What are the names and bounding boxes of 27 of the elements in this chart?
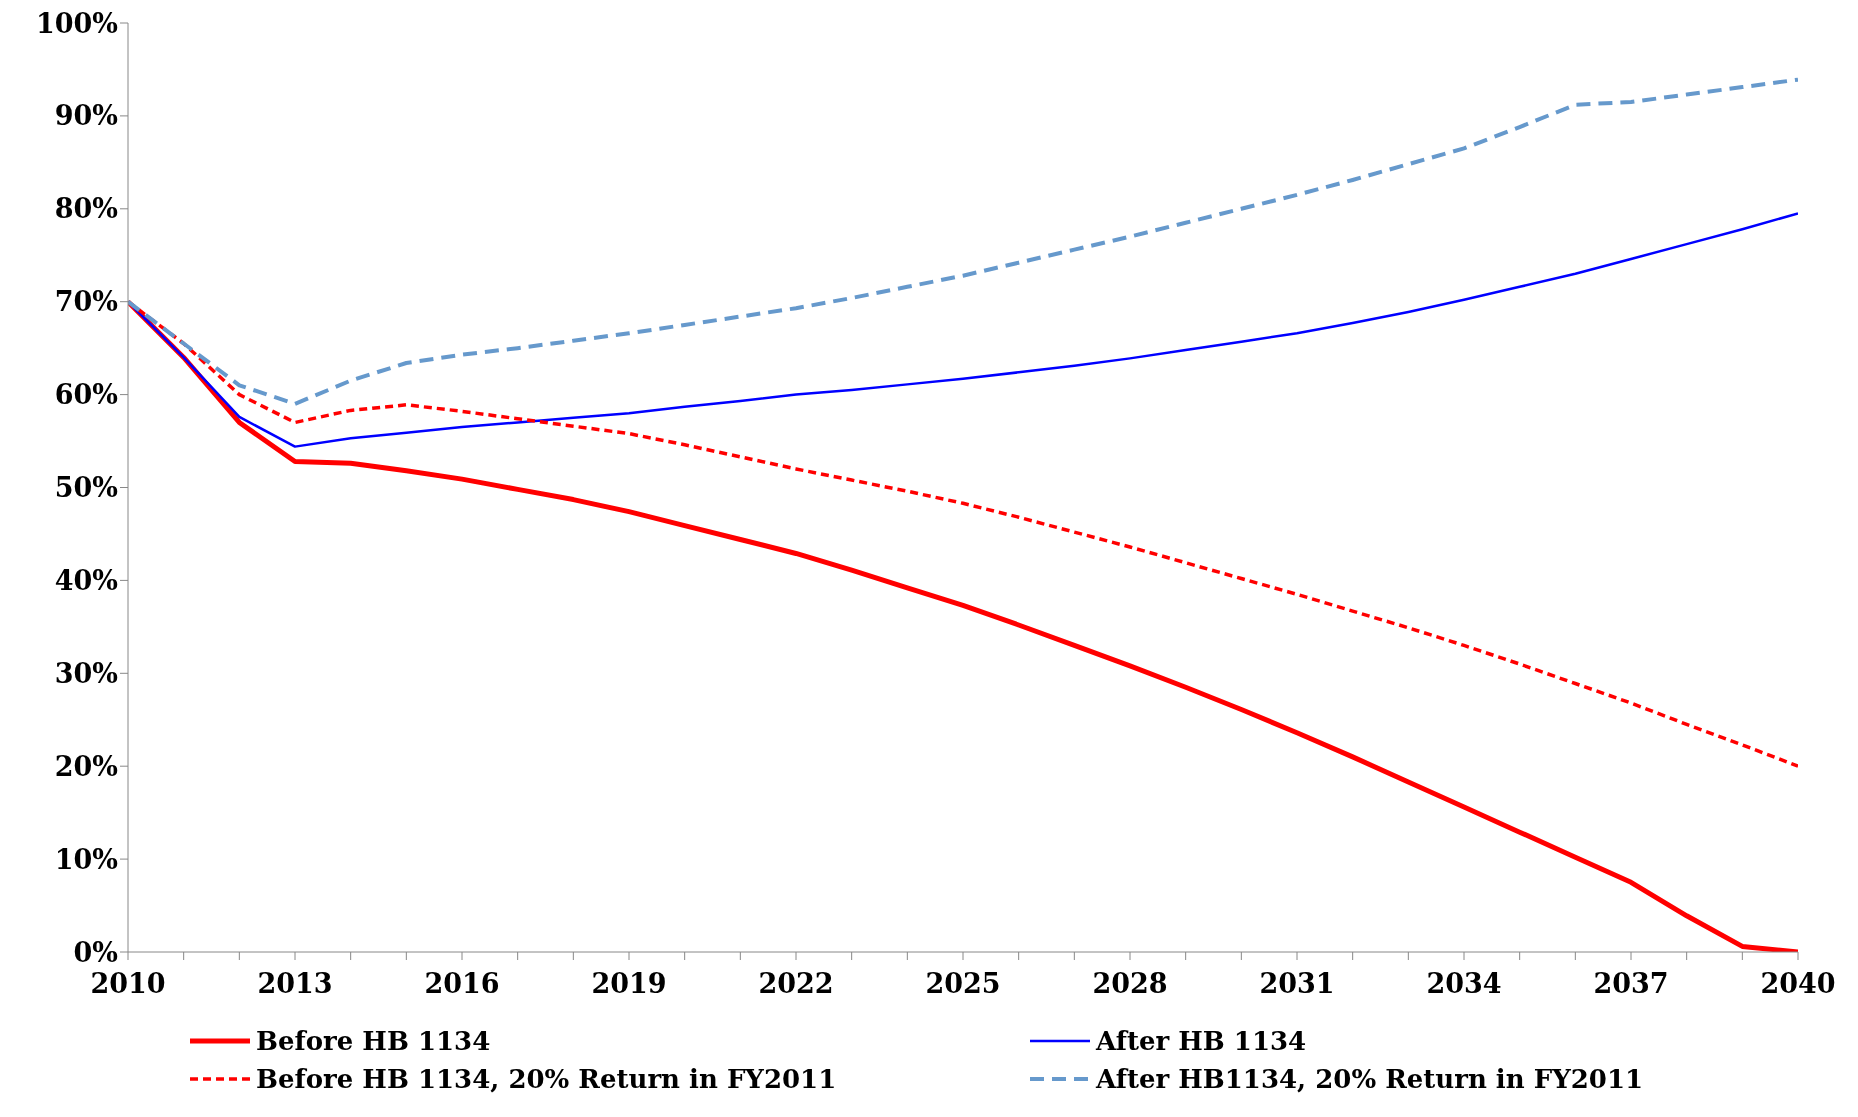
line-series — [128, 77, 1798, 406]
x-tick-label: 2040 — [1760, 968, 1836, 1000]
y-tick-label: 60% — [54, 379, 118, 411]
legend-label: After HB1134, 20% Return in FY2011 — [1096, 1064, 1644, 1094]
legend-label: Before HB 1134 — [256, 1026, 491, 1056]
x-tick-label: 2022 — [758, 968, 834, 1000]
y-tick-label: 20% — [54, 750, 118, 782]
y-tick-label: 40% — [54, 564, 118, 596]
y-tick-label: 80% — [54, 193, 118, 225]
x-tick-label: 2010 — [90, 968, 166, 1000]
x-tick-label: 2025 — [925, 968, 1001, 1000]
legend-label: Before HB 1134, 20% Return in FY2011 — [256, 1064, 837, 1094]
legend-label: After HB 1134 — [1096, 1026, 1307, 1056]
y-tick-label: 30% — [54, 657, 118, 689]
y-tick-label: 10% — [54, 843, 118, 875]
x-tick-label: 2031 — [1259, 968, 1335, 1000]
x-tick-label: 2034 — [1426, 968, 1502, 1000]
y-tick-label: 50% — [54, 472, 118, 504]
y-tick-label: 90% — [54, 100, 118, 132]
y-tick-label: 70% — [54, 286, 118, 318]
x-tick-label: 2028 — [1092, 968, 1168, 1000]
x-tick-label: 2019 — [591, 968, 667, 1000]
x-tick-label: 2013 — [257, 968, 333, 1000]
x-tick-label: 2016 — [424, 968, 500, 1000]
y-tick-label: 100% — [35, 7, 118, 39]
x-tick-label: 2037 — [1593, 968, 1669, 1000]
y-tick-label: 0% — [73, 936, 118, 968]
